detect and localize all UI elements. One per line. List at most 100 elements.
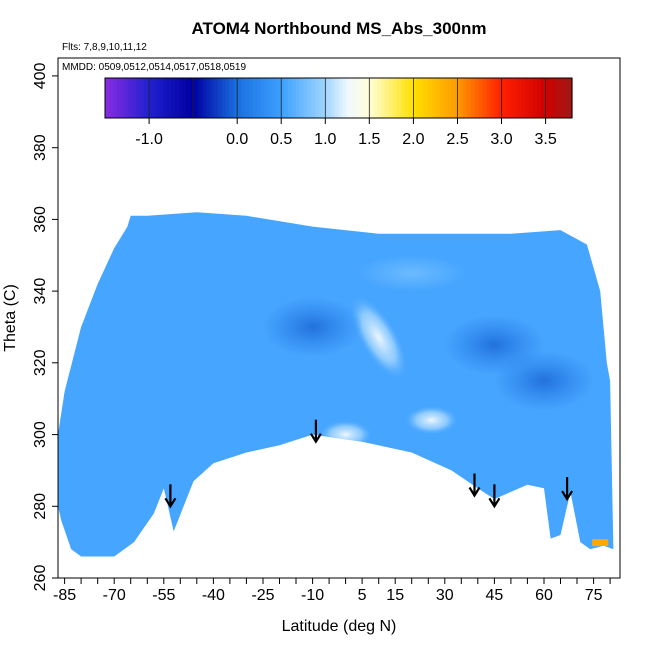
chart-title: ATOM4 Northbound MS_Abs_300nm <box>191 19 486 38</box>
dates-note: MMDD: 0509,0512,0514,0517,0518,0519 <box>62 62 246 73</box>
colorbar-segment <box>568 78 573 118</box>
colorbar-segment <box>132 78 137 118</box>
colorbar-segment <box>299 78 305 118</box>
colorbar-segment <box>400 78 406 118</box>
plot-frame <box>57 57 621 579</box>
colorbar-segment <box>256 78 262 118</box>
colorbar: -1.0 0.0 0.5 1.0 1.5 2.0 2.5 3.0 3.5 <box>104 77 573 148</box>
colorbar-segment <box>408 78 414 118</box>
colorbar-segment <box>175 78 180 118</box>
colorbar-tick-label: -1.0 <box>135 131 163 148</box>
field-feature <box>592 549 609 557</box>
colorbar-segment <box>178 78 184 118</box>
colorbar-segment <box>396 78 402 118</box>
x-tick-label: -55 <box>152 587 175 604</box>
colorbar-segment <box>521 78 526 118</box>
field-feature <box>405 406 458 435</box>
x-axis-label: Latitude (deg N) <box>282 618 397 635</box>
colorbar-segment <box>167 78 172 118</box>
colorbar-segment <box>221 78 227 118</box>
colorbar-segment <box>307 78 312 118</box>
colorbar-segment <box>229 78 235 118</box>
colorbar-segment <box>369 78 375 118</box>
data-field <box>58 212 614 557</box>
colorbar-segment <box>346 78 351 118</box>
colorbar-segment <box>194 78 199 118</box>
field-feature <box>592 539 609 547</box>
colorbar-segment <box>525 78 530 118</box>
colorbar-segment <box>494 78 499 118</box>
x-tick-label: 15 <box>386 587 404 604</box>
colorbar-segment <box>284 78 289 118</box>
colorbar-segment <box>233 78 238 118</box>
y-axis-label: Theta (C) <box>2 284 19 352</box>
arrow-marker <box>561 477 574 502</box>
colorbar-segment <box>112 78 118 118</box>
colorbar-segment <box>287 78 293 118</box>
colorbar-tick-label: 2.0 <box>402 131 424 148</box>
colorbar-segment <box>120 78 126 118</box>
colorbar-segment <box>548 78 554 118</box>
y-tick-label: 260 <box>32 565 49 592</box>
arrow-marker <box>468 473 481 498</box>
colorbar-segment <box>536 78 542 118</box>
colorbar-segment <box>319 78 324 118</box>
colorbar-segment <box>404 78 410 118</box>
colorbar-segment <box>424 78 429 118</box>
colorbar-segment <box>529 78 534 118</box>
colorbar-segment <box>373 78 379 118</box>
colorbar-segment <box>159 78 164 118</box>
y-tick-label: 320 <box>32 349 49 376</box>
x-tick-label: -85 <box>53 587 76 604</box>
y-tick-label: 400 <box>32 62 49 89</box>
plot-area <box>58 212 614 557</box>
colorbar-segment <box>381 78 386 118</box>
colorbar-segment <box>136 78 141 118</box>
colorbar-frame <box>104 77 573 119</box>
colorbar-segment <box>556 78 561 118</box>
colorbar-segment <box>474 78 480 118</box>
colorbar-segment <box>217 78 223 118</box>
colorbar-segment <box>533 78 538 118</box>
colorbar-segment <box>334 78 340 118</box>
colorbar-segment <box>482 78 487 118</box>
colorbar-segment <box>392 78 398 118</box>
colorbar-segment <box>140 78 145 118</box>
colorbar-tick-label: 1.0 <box>314 131 336 148</box>
y-tick-label: 280 <box>32 493 49 520</box>
colorbar-segment <box>143 78 149 118</box>
colorbar-segment <box>389 78 394 118</box>
colorbar-segment <box>509 78 515 118</box>
colorbar-segment <box>544 78 550 118</box>
x-tick-label: 60 <box>535 587 553 604</box>
colorbar-segment <box>478 78 484 118</box>
colorbar-segment <box>268 78 273 118</box>
colorbar-segment <box>147 78 153 118</box>
colorbar-segment <box>552 78 558 118</box>
colorbar-tick-label: 0.5 <box>270 131 292 148</box>
arrow-marker <box>164 484 177 509</box>
colorbar-segment <box>564 78 569 118</box>
field-feature <box>444 314 545 375</box>
y-axis: 260 280 300 320 340 360 380 400 <box>32 62 58 591</box>
colorbar-segment <box>513 78 519 118</box>
colorbar-segment <box>264 78 270 118</box>
colorbar-segment <box>198 78 203 118</box>
colorbar-segment <box>357 78 363 118</box>
colorbar-segment <box>428 78 433 118</box>
colorbar-segment <box>155 78 161 118</box>
colorbar-segment <box>361 78 367 118</box>
colorbar-segment <box>272 78 277 118</box>
colorbar-segment <box>350 78 355 118</box>
field-feature <box>350 296 407 379</box>
colorbar-tick-label: 3.0 <box>490 131 512 148</box>
x-tick-label: 75 <box>585 587 603 604</box>
y-tick-label: 380 <box>32 134 49 161</box>
colorbar-segment <box>163 78 168 118</box>
colorbar-segment <box>459 78 464 118</box>
colorbar-tick-label: 3.5 <box>534 131 556 148</box>
colorbar-segment <box>463 78 468 118</box>
arrow-marker <box>309 419 322 444</box>
x-tick-label: 30 <box>436 587 454 604</box>
colorbar-segment <box>206 78 211 118</box>
